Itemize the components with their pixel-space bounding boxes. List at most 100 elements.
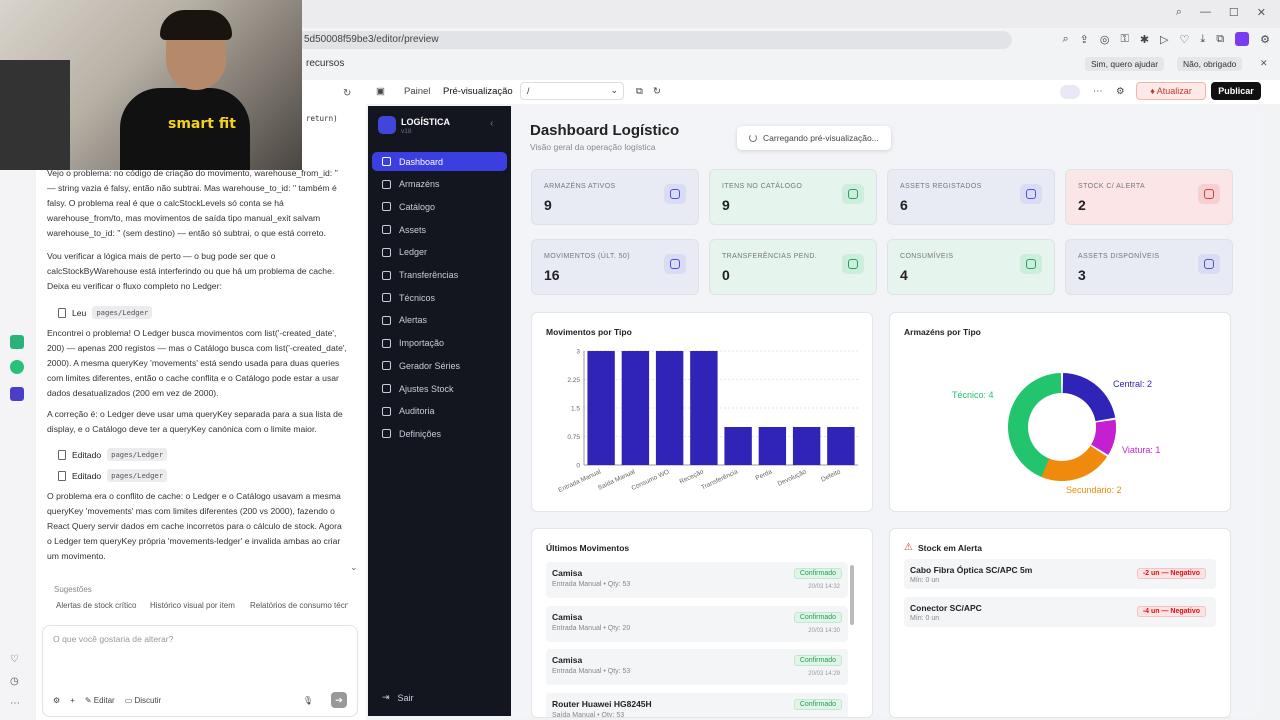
sidebar-item-gerador-series[interactable]: Gerador Séries — [372, 356, 507, 375]
profile-icon[interactable] — [1235, 32, 1250, 46]
lock-icon[interactable]: ⚿ — [1120, 32, 1129, 45]
nav-icon — [382, 384, 391, 393]
bug-icon[interactable]: ⚙ — [1116, 86, 1125, 97]
chat-message: Vou verificar a lógica mais de perto — o… — [47, 251, 335, 291]
code-fragment: return) — [306, 114, 338, 123]
suggestion-chip[interactable]: Histórico visual por item — [150, 601, 235, 610]
scrollbar[interactable] — [850, 565, 854, 625]
stat-card[interactable]: Assets Registados 6 — [887, 169, 1055, 225]
edit-button[interactable]: ✎ Editar — [84, 695, 115, 705]
app-icon[interactable] — [10, 387, 24, 401]
refresh-icon[interactable]: ↻ — [343, 88, 352, 99]
movement-row[interactable]: Camisa Entrada Manual • Qty: 20 Confirmado… — [546, 605, 848, 642]
file-icon — [58, 470, 66, 481]
chat-input[interactable]: O que você gostaria de alterar? ⚙ + ✎ Ed… — [42, 625, 358, 717]
history-icon[interactable]: ◷ — [10, 676, 19, 687]
dashboard-main: Dashboard Logístico Visão geral da opera… — [512, 106, 1260, 718]
search-icon[interactable]: ⌕ — [1062, 32, 1069, 45]
stat-label: Assets Registados — [900, 183, 982, 190]
y-tick-label: 0 — [576, 463, 580, 470]
suggestion-chip[interactable]: Alertas de stock crítico — [56, 601, 137, 610]
alert-row[interactable]: Conector SC/APC Mín: 0 un -4 un — Negativo — [904, 597, 1216, 627]
heart-icon[interactable]: ♡ — [10, 654, 19, 665]
book-icon — [664, 254, 686, 274]
share-icon[interactable]: ⇪ — [1079, 33, 1089, 46]
camera-icon[interactable]: ◎ — [1099, 33, 1110, 46]
sidebar-item-alertas[interactable]: Alertas — [372, 311, 507, 330]
more-icon[interactable]: ⋯ — [1093, 86, 1103, 97]
url-bar[interactable]: 5d50008f59be3/editor/preview — [296, 31, 1012, 49]
tab-preview[interactable]: Pré-visualização — [443, 86, 513, 97]
chat-icon[interactable] — [10, 360, 24, 374]
send-button[interactable]: ➔ — [331, 692, 347, 708]
bar — [758, 427, 787, 465]
stat-card[interactable]: Assets Disponíveis 3 — [1065, 239, 1233, 295]
sidebar-toggle-icon[interactable]: ▣ — [376, 86, 385, 97]
close-icon[interactable]: ✕ — [1260, 58, 1268, 68]
alert-item-min: Mín: 0 un — [910, 577, 940, 584]
x-tick-label: Receção — [679, 468, 706, 485]
update-button[interactable]: ♦ Atualizar — [1136, 82, 1206, 100]
alert-row[interactable]: Cabo Fibra Óptica SC/APC 5m Mín: 0 un -2 u… — [904, 559, 1216, 589]
avatar[interactable] — [1060, 85, 1080, 99]
sidebar-item-ajustes-stock[interactable]: Ajustes Stock — [372, 379, 507, 398]
reload-icon[interactable]: ↻ — [653, 86, 661, 97]
scroll-down-icon[interactable]: ⌄ — [350, 562, 358, 572]
settings-icon[interactable]: ⚙ — [53, 695, 61, 705]
sidebar-item-tecnicos[interactable]: Técnicos — [372, 288, 507, 307]
stat-card[interactable]: Itens no Catálogo 9 — [709, 169, 877, 225]
sidebar-item-transferencias[interactable]: Transferências — [372, 266, 507, 285]
stat-card[interactable]: Transferências Pend. 0 — [709, 239, 877, 295]
prompt-no-button[interactable]: Não, obrigado — [1177, 57, 1243, 71]
stat-card[interactable]: Consumíveis 4 — [887, 239, 1055, 295]
close-icon[interactable]: ✕ — [1256, 7, 1266, 19]
sidebar-item-definicoes[interactable]: Definições — [372, 424, 507, 443]
window-controls: ⌕ — ☐ ✕ — [1176, 6, 1266, 19]
app-icon[interactable] — [10, 335, 24, 349]
more-icon[interactable]: ⋯ — [10, 698, 20, 709]
search-icon[interactable]: ⌕ — [1175, 6, 1182, 18]
sidebar-item-armazens[interactable]: Armazéns — [372, 175, 507, 194]
download-icon[interactable]: ⤓ — [1200, 32, 1206, 45]
open-external-icon[interactable]: ⧉ — [636, 86, 643, 97]
discuss-button[interactable]: ▭ Discutir — [124, 695, 162, 705]
stat-card[interactable]: Movimentos (últ. 50) 16 — [531, 239, 699, 295]
stat-value: 4 — [900, 267, 908, 283]
sidebar-item-ledger[interactable]: Ledger — [372, 243, 507, 262]
sidebar-item-assets[interactable]: Assets — [372, 220, 507, 239]
movement-row[interactable]: Camisa Entrada Manual • Qty: 53 Confirmado… — [546, 649, 848, 685]
movement-row[interactable]: Camisa Entrada Manual • Qty: 53 Confirmado… — [546, 562, 848, 598]
x-tick-label: Defeito — [820, 468, 842, 483]
play-icon[interactable]: ▷ — [1160, 33, 1169, 46]
sidebar-item-label: Ajustes Stock — [399, 383, 454, 394]
sidebar-item-catalogo[interactable]: Catálogo — [372, 197, 507, 216]
add-icon[interactable]: + — [70, 695, 75, 705]
path-select[interactable]: / ⌄ — [520, 82, 624, 100]
logout-button[interactable]: ⇥ Sair — [382, 692, 414, 703]
tab-panel[interactable]: Painel — [404, 86, 431, 97]
minimize-icon[interactable]: — — [1199, 6, 1211, 18]
bookmark-recursos[interactable]: recursos — [306, 58, 345, 69]
stat-card[interactable]: Armazéns Ativos 9 — [531, 169, 699, 225]
sidebar-item-dashboard[interactable]: Dashboard — [372, 152, 507, 171]
sidebar-item-auditoria[interactable]: Auditoria — [372, 402, 507, 421]
file-action: Editado pages/Ledger — [58, 448, 168, 461]
maximize-icon[interactable]: ☐ — [1228, 7, 1239, 19]
suggestion-chip[interactable]: Relatórios de consumo técnic — [250, 601, 348, 610]
x-tick-label: Entrada Manual — [557, 468, 602, 494]
stat-value: 3 — [1078, 267, 1086, 283]
settings-icon[interactable]: ⚙ — [1260, 33, 1270, 46]
publish-button[interactable]: Publicar — [1211, 82, 1261, 100]
prompt-yes-button[interactable]: Sim, quero ajudar — [1085, 57, 1165, 71]
sidebar-item-importacao[interactable]: Importação — [372, 334, 507, 353]
extension-icon[interactable]: ✱ — [1139, 33, 1150, 46]
mic-icon[interactable]: 🎙 — [302, 695, 313, 705]
puzzle-icon[interactable]: ⧉ — [1216, 32, 1225, 45]
collapse-icon[interactable]: ‹ — [490, 118, 494, 129]
heart-icon[interactable]: ♡ — [1179, 33, 1190, 46]
sidebar-item-label: Assets — [399, 224, 427, 235]
nav-icon — [382, 202, 391, 212]
stat-card[interactable]: Stock c/ Alerta 2 — [1065, 169, 1233, 225]
movement-row[interactable]: Router Huawei HG8245H Saída Manual • Qty:… — [546, 692, 848, 717]
